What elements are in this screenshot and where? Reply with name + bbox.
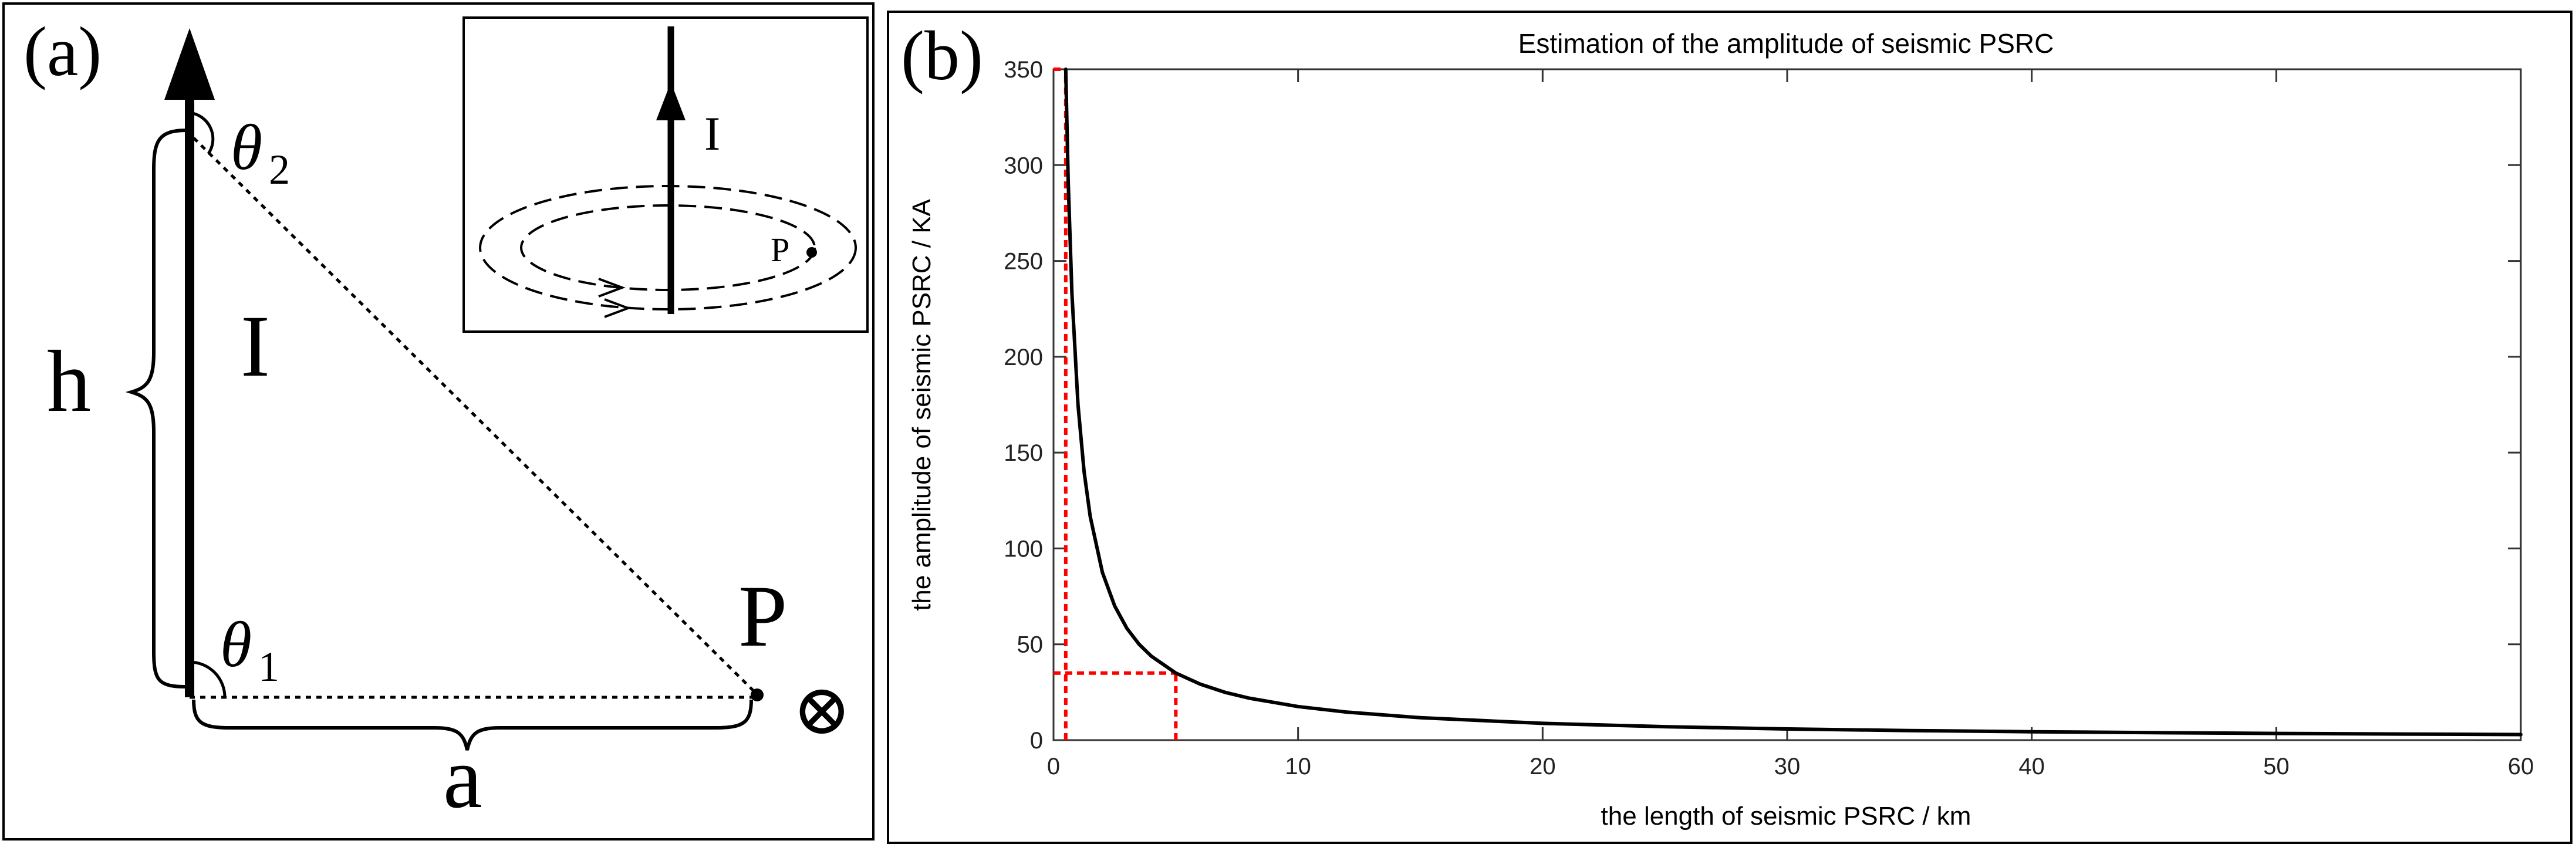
theta2-subscript: 2 [269,146,290,193]
y-tick-label: 50 [1017,632,1044,658]
x-tick-label: 40 [2018,754,2045,779]
y-axis: 0 50 100 150 200 250 300 350 [1004,57,2521,754]
inset-flow-chevron-inner [598,278,626,298]
x-tick-label: 50 [2263,754,2290,779]
point-p-dot [751,688,764,701]
y-tick-label: 0 [1030,728,1043,754]
current-label: I [241,298,270,395]
height-label: h [47,333,91,430]
inset-flow-chevron-outer [604,298,632,318]
reference-lines [1054,67,1178,740]
inset-current-label: I [704,107,720,160]
inset-frame [462,16,869,333]
base-brace [192,699,753,751]
theta2-arc [189,111,215,155]
inset-point-dot [806,247,817,258]
y-tick-label: 100 [1004,536,1043,562]
theta2-symbol: θ [231,112,262,183]
panel-b-frame [887,11,2572,844]
chart-title: Estimation of the amplitude of seismic P… [1518,28,2054,59]
base-label: a [443,729,482,826]
x-tick-label: 30 [1774,754,1801,779]
x-axis-label: the length of seismic PSRC / km [1601,802,1971,831]
y-tick-label: 200 [1004,345,1043,370]
theta1-symbol: θ [220,609,252,680]
height-brace [125,129,187,688]
panel-a: (a) h a I P ⊗ θ 1 θ 2 [2,2,875,841]
hypotenuse-dotted-line [193,137,758,696]
field-symbol: ⊗ [792,671,852,749]
data-series [1064,67,2523,737]
panel-a-frame [2,2,875,841]
y-tick-label: 150 [1004,440,1043,466]
panel-b: (b) Estimation of the amplitude of seism… [887,11,2572,844]
plot-area [1052,68,2522,741]
current-arrowhead [164,28,215,100]
x-tick-label: 0 [1047,754,1060,779]
theta1-label: θ 1 [220,609,279,690]
point-p-label: P [738,568,787,665]
panel-a-label: (a) [23,12,102,90]
panel-b-label: (b) [901,16,983,94]
y-tick-label: 300 [1004,153,1043,178]
x-tick-label: 20 [1530,754,1556,779]
series-line-amplitude [1064,67,2523,737]
y-tick-label: 350 [1004,57,1043,83]
theta2-label: θ 2 [231,112,290,193]
x-tick-label: 10 [1285,754,1311,779]
x-axis: 0 10 20 30 40 50 60 [1047,69,2534,779]
y-tick-label: 250 [1004,249,1043,275]
y-axis-label: the amplitude of seismic PSRC / KA [907,198,936,610]
inset-point-label: P [771,231,789,269]
inset-diagram: I P [462,16,869,333]
theta1-arc [189,660,227,698]
inset-current-arrowhead [656,82,686,120]
theta1-subscript: 1 [258,643,279,690]
x-tick-label: 60 [2508,754,2534,779]
